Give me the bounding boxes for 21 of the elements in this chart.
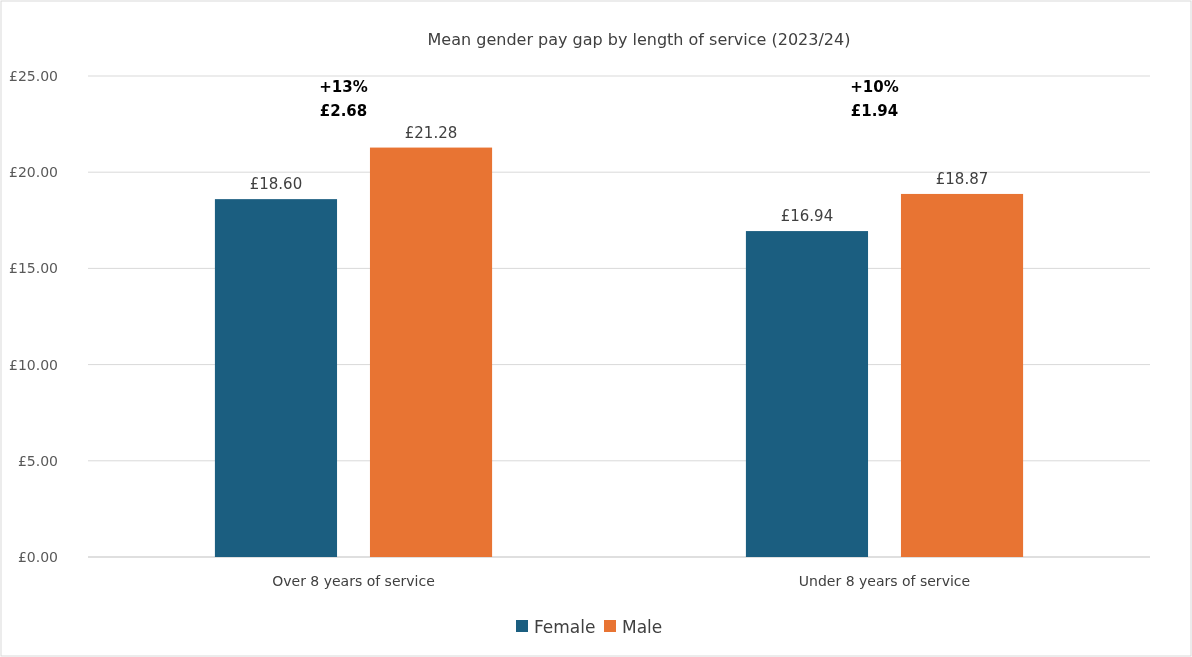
annotation: +13% £2.68 — [319, 78, 368, 120]
annotation: +10% £1.94 — [850, 78, 899, 120]
data-label: £16.94 — [780, 207, 834, 226]
y-tick-label: £15.00 — [9, 260, 58, 277]
legend-label: Female — [534, 616, 596, 637]
bar — [745, 231, 869, 557]
legend-label: Male — [622, 616, 663, 637]
data-label: £21.28 — [404, 123, 458, 142]
y-tick-label: £10.00 — [9, 356, 58, 373]
x-tick-label: Under 8 years of service — [798, 573, 971, 589]
data-label: £18.87 — [935, 169, 989, 188]
y-tick-label: £5.00 — [17, 452, 58, 469]
bar — [214, 199, 338, 557]
x-tick-label: Over 8 years of service — [272, 573, 435, 589]
bar — [900, 193, 1024, 557]
y-tick-label: £20.00 — [9, 164, 58, 181]
chart-title: Mean gender pay gap by length of service (2023/24) — [427, 30, 851, 49]
y-tick-label: £0.00 — [17, 548, 58, 565]
bar — [369, 147, 493, 557]
y-tick-label: £25.00 — [9, 67, 58, 84]
data-label: £18.60 — [249, 175, 303, 194]
